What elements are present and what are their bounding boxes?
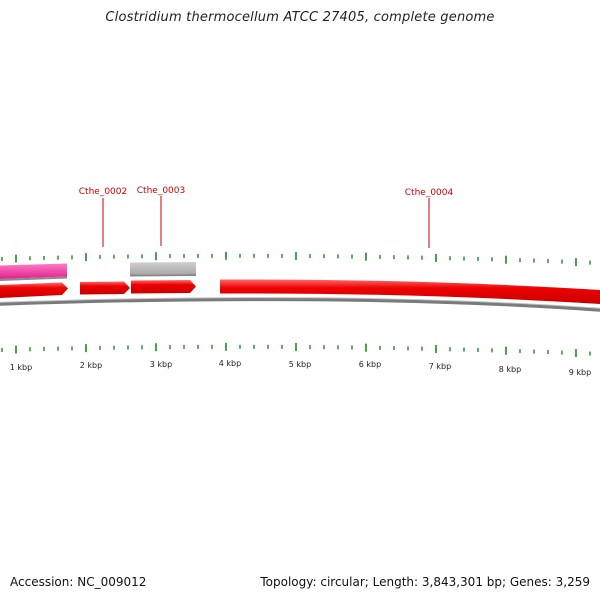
accession-text: Accession: NC_009012 <box>10 575 147 589</box>
forward-cds-cthe-0002[interactable] <box>80 281 130 295</box>
scale-label-1kbp: 1 kbp <box>10 363 32 372</box>
map-title: Clostridium thermocellum ATCC 27405, com… <box>105 10 495 25</box>
forward-cds-cthe-0001[interactable] <box>0 282 68 299</box>
inner-tick-marks <box>1 342 591 358</box>
scale-labels: 1 kbp 2 kbp 3 kbp 4 kbp 5 kbp 6 kbp 7 kb… <box>10 359 591 377</box>
scale-label-7kbp: 7 kbp <box>429 362 451 371</box>
reverse-cds-feature-shadow <box>0 276 67 281</box>
scale-label-8kbp: 8 kbp <box>499 365 521 374</box>
scale-label-2kbp: 2 kbp <box>80 361 102 370</box>
reverse-cds-feature[interactable] <box>0 263 67 280</box>
gene-label-cthe-0002[interactable]: Cthe_0002 <box>79 187 127 197</box>
scale-label-9kbp: 9 kbp <box>569 368 591 377</box>
forward-cds-cthe-0004[interactable] <box>220 279 600 304</box>
gene-label-cthe-0004[interactable]: Cthe_0004 <box>405 188 454 198</box>
outer-tick-marks <box>1 251 591 267</box>
scale-label-4kbp: 4 kbp <box>219 359 241 368</box>
feature-track <box>0 262 600 312</box>
gene-label-cthe-0003[interactable]: Cthe_0003 <box>137 186 185 196</box>
gene-labels: Cthe_0002 Cthe_0003 Cthe_0004 <box>79 186 454 248</box>
genome-backbone <box>0 297 600 312</box>
forward-cds-cthe-0003[interactable] <box>131 280 196 294</box>
non-coding-feature-shadow <box>130 274 196 277</box>
scale-label-3kbp: 3 kbp <box>150 360 172 369</box>
scale-label-6kbp: 6 kbp <box>359 360 381 369</box>
genome-summary-text: Topology: circular; Length: 3,843,301 bp… <box>260 575 590 589</box>
non-coding-feature[interactable] <box>130 262 196 275</box>
genome-backbone-highlight <box>0 297 600 309</box>
scale-label-5kbp: 5 kbp <box>289 360 311 369</box>
